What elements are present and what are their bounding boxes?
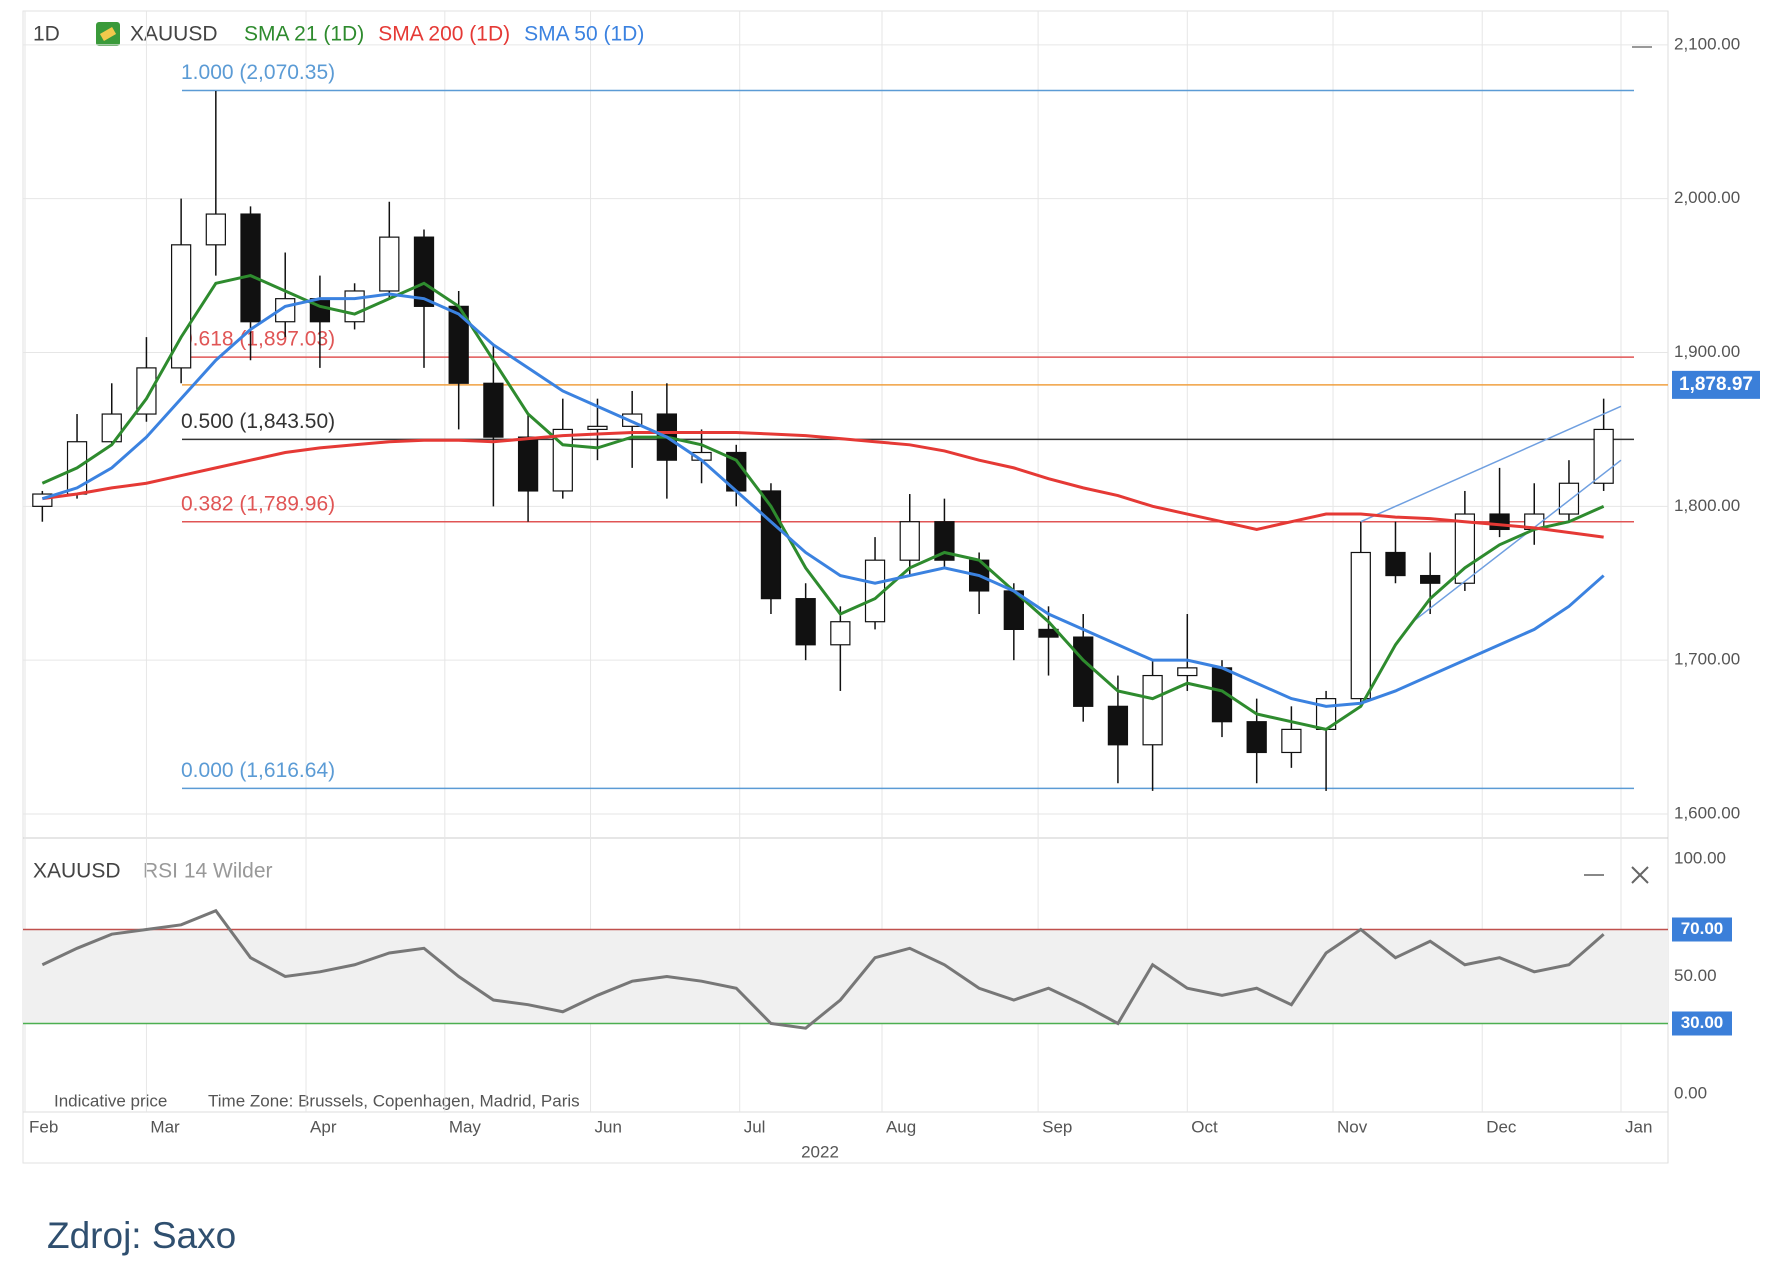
sma-line — [42, 430, 1604, 539]
sma-line — [41, 274, 1605, 731]
x-tick-label: Apr — [310, 1117, 337, 1136]
x-tick-label: Nov — [1337, 1117, 1368, 1136]
candle-body — [1593, 428, 1614, 484]
candle-body — [1489, 513, 1510, 531]
rsi-band-label: 70.00 — [1681, 919, 1724, 938]
candle-body — [899, 521, 920, 561]
rsi-band-fill — [23, 929, 1668, 1024]
x-tick-label: Dec — [1486, 1117, 1517, 1136]
x-tick-label: Aug — [886, 1117, 916, 1136]
fib-label: 0.000 (1,616.64) — [181, 759, 335, 782]
x-tick-label: May — [449, 1117, 482, 1136]
rsi-band-label: 30.00 — [1681, 1013, 1724, 1032]
fib-label: 0.382 (1,789.96) — [181, 492, 335, 515]
gold-bar-icon — [99, 27, 117, 41]
rsi-title: RSI 14 Wilder — [143, 860, 273, 883]
candle-body — [1558, 482, 1580, 515]
legend-entry: SMA 50 (1D) — [524, 23, 644, 46]
candle-body — [379, 236, 400, 292]
last-price-tag — [1672, 370, 1760, 399]
candle-body — [136, 367, 157, 415]
candle-body — [1177, 667, 1198, 677]
symbol: XAUUSD — [130, 23, 218, 46]
timeframe: 1D — [33, 23, 60, 46]
x-tick-label: Sep — [1042, 1117, 1072, 1136]
candle-body — [587, 425, 608, 431]
legend-entry: SMA 200 (1D) — [378, 23, 510, 46]
x-tick-label: Jun — [595, 1117, 622, 1136]
trendline — [1360, 405, 1622, 523]
fib-label: 0.500 (1,843.50) — [181, 410, 335, 433]
trendline — [1412, 459, 1622, 623]
y-tick-label: 0.00 — [1674, 1083, 1707, 1102]
candle-body — [240, 213, 261, 323]
rsi-close-icon[interactable] — [1631, 866, 1649, 884]
candle-body — [1246, 721, 1267, 754]
x-tick-label: Feb — [29, 1117, 58, 1136]
rsi-band-tag — [1672, 1011, 1732, 1036]
legend-entry: SMA 21 (1D) — [244, 23, 364, 46]
y-tick-label: 1,600.00 — [1674, 803, 1740, 822]
x-tick-label: Jan — [1625, 1117, 1652, 1136]
candle-body — [830, 621, 851, 646]
y-tick-label: 50.00 — [1674, 966, 1717, 985]
note: Time Zone: Brussels, Copenhagen, Madrid,… — [208, 1091, 580, 1110]
candle-body — [934, 521, 955, 561]
rsi-symbol: XAUUSD — [33, 860, 121, 883]
candle-body — [101, 413, 122, 443]
y-tick-label: 1,700.00 — [1674, 650, 1740, 669]
rsi-line — [41, 908, 1605, 1030]
sma-line — [41, 292, 1605, 708]
fib-label: 1.000 (2,070.35) — [181, 61, 335, 84]
candle-body — [1385, 551, 1406, 577]
x-axis-label: 2022 — [801, 1142, 839, 1161]
candle-body — [413, 236, 435, 307]
candle-body — [205, 213, 226, 246]
candle-body — [1107, 705, 1129, 746]
x-tick-label: Oct — [1191, 1117, 1218, 1136]
candle-body — [795, 598, 816, 646]
candle-body — [483, 382, 504, 438]
x-tick-label: Jul — [744, 1117, 766, 1136]
candle-body — [1073, 636, 1094, 707]
y-tick-label: 100.00 — [1674, 848, 1726, 867]
y-tick-label: 1,900.00 — [1674, 342, 1740, 361]
x-tick-label: Mar — [150, 1117, 180, 1136]
candle-body — [344, 290, 365, 323]
candle-body — [170, 244, 192, 369]
candle-body — [517, 436, 539, 492]
candle-body — [1142, 674, 1163, 746]
source: Zdroj: Saxo — [47, 1215, 236, 1256]
y-tick-label: 1,800.00 — [1674, 496, 1740, 515]
candle-body — [1350, 551, 1371, 700]
fib-label: 0.618 (1,897.03) — [181, 328, 335, 351]
y-tick-label: 2,000.00 — [1674, 188, 1740, 207]
candle-body — [1281, 728, 1302, 754]
last-price-label: 1,878.97 — [1679, 374, 1753, 395]
candle-body — [1420, 574, 1441, 584]
rsi-band-tag — [1672, 917, 1732, 942]
note: Indicative price — [54, 1091, 167, 1110]
y-tick-label: 2,100.00 — [1674, 34, 1740, 53]
